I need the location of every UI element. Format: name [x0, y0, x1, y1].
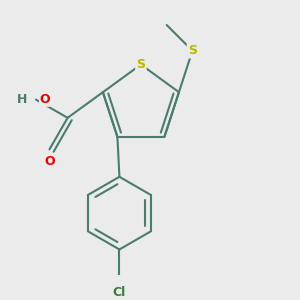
Text: O: O: [40, 93, 50, 106]
Text: H: H: [16, 93, 27, 106]
Text: S: S: [188, 44, 197, 57]
Text: S: S: [136, 58, 146, 71]
Text: O: O: [44, 155, 55, 168]
Text: Cl: Cl: [113, 286, 126, 299]
